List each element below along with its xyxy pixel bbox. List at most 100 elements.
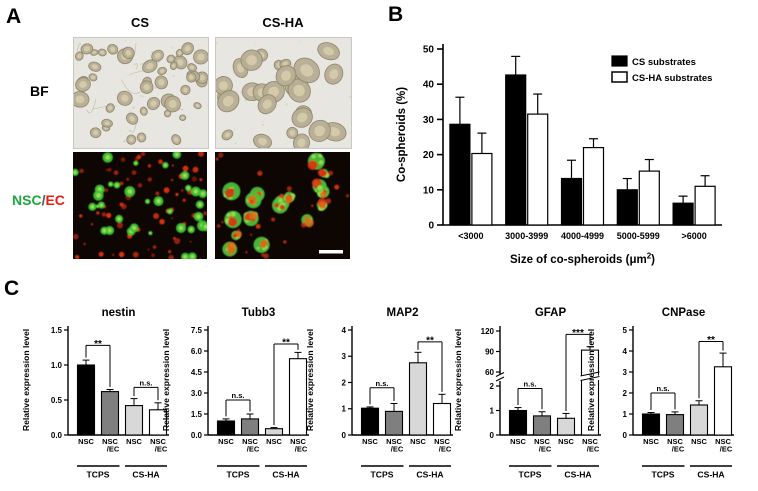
- panel-c-chart-cnpase: 0 1 2 3 4 5 n.s. ** NSC NSC/EC NSC NSC/EC TCPS CS-HA C…: [585, 300, 737, 491]
- svg-text:n.s.: n.s.: [376, 379, 389, 388]
- svg-text:NSC: NSC: [78, 437, 94, 446]
- svg-text:NSC/EC: NSC/EC: [434, 437, 452, 454]
- panel-c-label: C: [4, 277, 20, 300]
- svg-text:3: 3: [623, 368, 628, 377]
- svg-text:10: 10: [423, 185, 435, 196]
- panel-b-label: B: [388, 3, 404, 26]
- svg-text:**: **: [707, 335, 715, 346]
- svg-text:GFAP: GFAP: [535, 307, 567, 319]
- svg-text:MAP2: MAP2: [387, 307, 419, 319]
- svg-text:40: 40: [423, 80, 435, 91]
- panel-a-col-header-cs: CS: [130, 15, 150, 30]
- svg-text:1: 1: [490, 406, 495, 415]
- svg-text:90: 90: [485, 347, 494, 356]
- svg-text:NSC/EC: NSC/EC: [534, 437, 552, 454]
- nscec-row-label: NSC/EC: [12, 192, 65, 208]
- svg-text:0: 0: [428, 221, 434, 232]
- svg-text:TCPS: TCPS: [371, 470, 394, 480]
- svg-text:4: 4: [342, 326, 347, 335]
- svg-text:0.5: 0.5: [51, 396, 63, 405]
- svg-text:**: **: [94, 339, 102, 350]
- panel-a-col-header-csha: CS-HA: [262, 15, 304, 30]
- svg-text:5: 5: [623, 326, 628, 335]
- svg-text:NSC: NSC: [510, 437, 526, 446]
- svg-text:1.0: 1.0: [51, 361, 63, 370]
- svg-text:0: 0: [490, 431, 495, 440]
- svg-text:NSC/EC: NSC/EC: [102, 437, 120, 454]
- svg-text:7.5: 7.5: [191, 326, 203, 335]
- svg-text:NSC: NSC: [266, 437, 282, 446]
- svg-text:3.0: 3.0: [191, 389, 203, 398]
- svg-text:3000-3999: 3000-3999: [505, 231, 548, 241]
- svg-text:50: 50: [423, 45, 435, 56]
- svg-text:nestin: nestin: [102, 307, 136, 319]
- svg-text:n.s.: n.s.: [232, 391, 245, 400]
- svg-text:NSC/EC: NSC/EC: [667, 437, 685, 454]
- svg-text:Size of co-spheroids (μm2): Size of co-spheroids (μm2): [510, 252, 655, 267]
- svg-text:NSC/EC: NSC/EC: [242, 437, 260, 454]
- svg-text:TCPS: TCPS: [652, 470, 675, 480]
- svg-text:0: 0: [623, 431, 628, 440]
- micrograph-fluorescence-cs: [71, 150, 211, 262]
- svg-text:Relative expression level: Relative expression level: [161, 329, 171, 431]
- svg-text:4: 4: [623, 347, 628, 356]
- svg-text:60: 60: [485, 368, 494, 377]
- svg-text:NSC: NSC: [410, 437, 426, 446]
- svg-text:CS-HA: CS-HA: [132, 470, 159, 480]
- svg-text:NSC/EC: NSC/EC: [582, 437, 600, 454]
- svg-text:CS-HA substrates: CS-HA substrates: [632, 73, 712, 84]
- svg-text:CS-HA: CS-HA: [416, 470, 443, 480]
- svg-text:n.s.: n.s.: [524, 379, 537, 388]
- svg-text:**: **: [426, 335, 434, 346]
- svg-text:>6000: >6000: [681, 231, 706, 241]
- micrograph-fluorescence-csha: [215, 152, 350, 259]
- slash-label: /: [41, 192, 46, 208]
- svg-text:2: 2: [623, 389, 628, 398]
- svg-text:20: 20: [423, 150, 435, 161]
- svg-text:NSC: NSC: [362, 437, 378, 446]
- panel-b-chart: 0 10 20 30 40 50 <3000 3000-3999 4000-4999 5000-5…: [390, 0, 758, 278]
- svg-text:2: 2: [342, 378, 347, 387]
- panel-a-label: A: [6, 5, 22, 28]
- svg-text:n.s.: n.s.: [140, 378, 153, 387]
- svg-text:**: **: [282, 338, 290, 349]
- panel-c-chart-gfap: 0 1 2 60 90 120 n.s. *** NSC NSC/EC NSC NSC/EC TCPS C…: [452, 300, 604, 491]
- svg-text:1: 1: [623, 410, 628, 419]
- svg-text:CS-HA: CS-HA: [272, 470, 299, 480]
- svg-text:2: 2: [490, 382, 495, 391]
- bf-row-label: BF: [30, 83, 49, 99]
- svg-text:1.5: 1.5: [191, 410, 203, 419]
- svg-text:1.5: 1.5: [51, 326, 63, 335]
- svg-text:0.0: 0.0: [51, 431, 63, 440]
- svg-text:NSC: NSC: [218, 437, 234, 446]
- micrograph-bf-cs: [70, 37, 227, 149]
- svg-text:Relative expression level: Relative expression level: [305, 329, 315, 431]
- svg-text:NSC/EC: NSC/EC: [386, 437, 404, 454]
- svg-text:Tubb3: Tubb3: [242, 307, 276, 319]
- svg-text:CS-HA: CS-HA: [564, 470, 591, 480]
- svg-text:1: 1: [342, 405, 347, 414]
- svg-text:NSC/EC: NSC/EC: [290, 437, 308, 454]
- micrograph-bf-csha: [213, 37, 352, 153]
- svg-text:0.0: 0.0: [191, 431, 203, 440]
- svg-text:NSC: NSC: [691, 437, 707, 446]
- svg-text:5000-5999: 5000-5999: [617, 231, 660, 241]
- svg-text:4000-4999: 4000-4999: [561, 231, 604, 241]
- svg-text:30: 30: [423, 115, 435, 126]
- panel-c-chart-map2: 0 1 2 3 4 n.s. ** NSC NSC/EC NSC NSC/EC TCPS CS-HA MA…: [304, 300, 456, 491]
- svg-text:Relative expression level: Relative expression level: [21, 329, 31, 431]
- svg-text:TCPS: TCPS: [87, 470, 110, 480]
- svg-text:Relative expression level: Relative expression level: [586, 329, 596, 431]
- svg-text:Relative expression level: Relative expression level: [453, 329, 463, 431]
- svg-text:CNPase: CNPase: [662, 307, 705, 319]
- svg-text:NSC/EC: NSC/EC: [715, 437, 733, 454]
- svg-text:3: 3: [342, 352, 347, 361]
- nsc-label: NSC: [12, 192, 42, 208]
- svg-text:TCPS: TCPS: [227, 470, 250, 480]
- svg-text:***: ***: [572, 328, 584, 339]
- svg-text:CS substrates: CS substrates: [632, 57, 696, 68]
- svg-text:<3000: <3000: [458, 231, 483, 241]
- svg-text:NSC/EC: NSC/EC: [150, 437, 168, 454]
- ec-label: EC: [45, 192, 65, 208]
